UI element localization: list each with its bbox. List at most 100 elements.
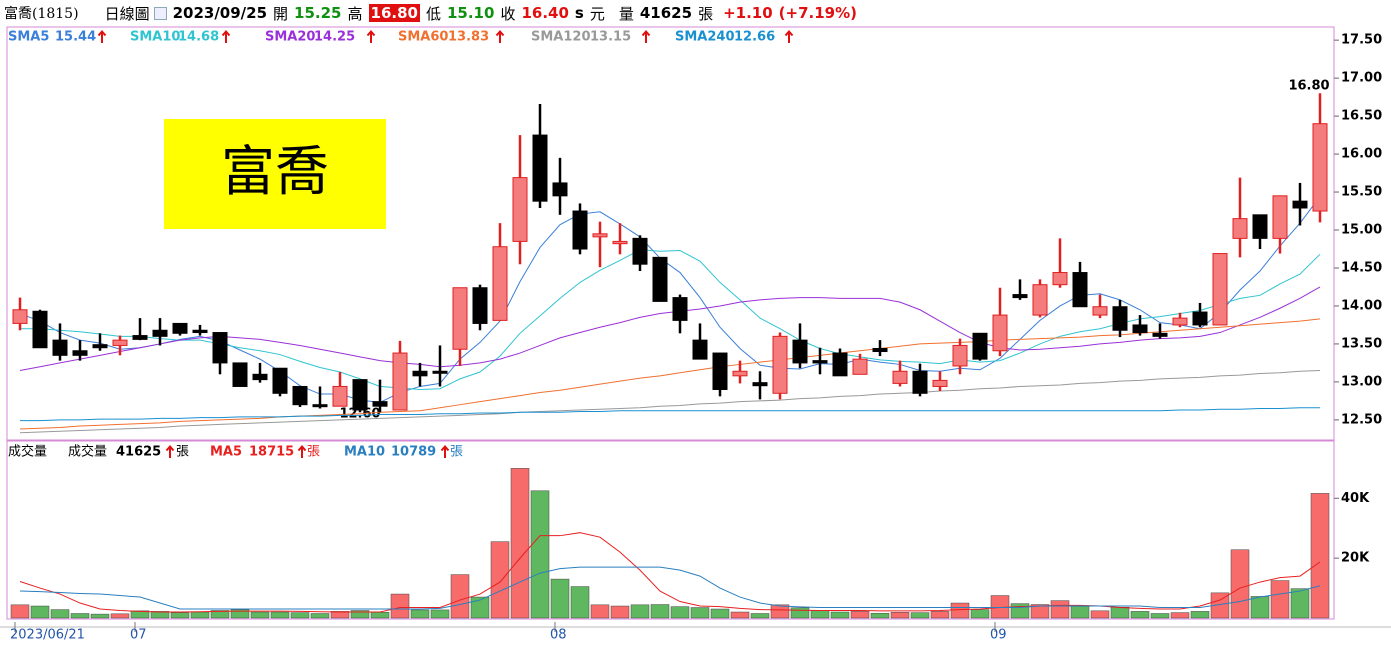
volume-bar xyxy=(510,468,530,619)
stock-name: 富喬(1815) xyxy=(4,6,79,22)
volume-bar xyxy=(370,612,390,619)
volume-last: 41625 xyxy=(116,445,161,460)
volume-unit: 張 xyxy=(307,445,320,460)
volume-bar xyxy=(170,612,190,619)
y-tick-label: 13.50 xyxy=(1341,336,1382,351)
volume-bar xyxy=(650,604,670,619)
volume-bar xyxy=(550,578,570,619)
y-tick-label: 16.00 xyxy=(1341,147,1382,162)
up-arrow xyxy=(165,444,175,458)
y-tick-label: 17.50 xyxy=(1341,33,1382,48)
up-arrow xyxy=(366,29,376,43)
close-label: 收 xyxy=(500,4,516,23)
volume-bar xyxy=(710,608,730,619)
candle-body xyxy=(872,347,888,353)
candle-body xyxy=(852,358,868,375)
y-tick-label: 20K xyxy=(1341,551,1370,566)
volume-bar xyxy=(630,604,650,619)
volume-panel xyxy=(6,440,1335,620)
candle-body xyxy=(1252,214,1268,239)
volume-bar xyxy=(930,611,950,619)
candle-body xyxy=(312,404,328,408)
volume-title: 成交量 xyxy=(8,444,47,460)
y-tick-label: 17.00 xyxy=(1341,71,1382,86)
candle-body xyxy=(332,385,348,407)
volume-bar xyxy=(890,612,910,619)
volume-bar xyxy=(590,604,610,619)
candle-body xyxy=(972,332,988,360)
low-value: 15.10 xyxy=(446,4,495,22)
candle-body xyxy=(52,339,68,356)
candle-body xyxy=(1072,272,1088,308)
candle-body xyxy=(512,177,528,242)
up-arrow xyxy=(440,444,450,458)
checkbox[interactable] xyxy=(153,6,167,20)
volume-bar xyxy=(1290,588,1310,619)
legend-value: 14.25 xyxy=(314,30,355,45)
legend-name: SMA10 xyxy=(130,30,180,45)
close-value: 16.40 xyxy=(521,4,569,22)
name-box xyxy=(164,119,386,229)
candle-body xyxy=(372,401,388,407)
ma-line xyxy=(19,318,1321,430)
candle-body xyxy=(252,373,268,381)
up-arrow xyxy=(221,29,231,43)
volume-bar xyxy=(110,613,130,619)
candle-body xyxy=(752,382,768,387)
x-tick-label: 2023/06/21 xyxy=(10,628,85,643)
candle-body xyxy=(1232,218,1248,239)
volume-bar xyxy=(1010,603,1030,619)
legend-name: SMA5 xyxy=(8,30,49,45)
legend-value: 10789 xyxy=(391,445,436,460)
volume-bar xyxy=(1270,580,1290,619)
s-label: s xyxy=(574,4,584,22)
y-tick-label: 13.00 xyxy=(1341,374,1382,389)
volume-bar xyxy=(770,604,790,619)
y-tick-label: 14.50 xyxy=(1341,260,1382,275)
candle-body xyxy=(1092,306,1108,316)
candle-body xyxy=(112,339,128,346)
candle-body xyxy=(612,240,628,245)
y-tick-label: 16.50 xyxy=(1341,109,1382,124)
y-tick-label: 40K xyxy=(1341,491,1370,506)
change-pct: (+7.19%) xyxy=(778,4,857,22)
volume-bar xyxy=(430,609,450,619)
volume-bar xyxy=(1070,606,1090,619)
volume-bar xyxy=(850,611,870,619)
volume-bar xyxy=(1050,600,1070,619)
volume-bar xyxy=(1150,613,1170,619)
volume-bar xyxy=(350,610,370,619)
currency: 元 xyxy=(589,4,605,23)
volume-bar xyxy=(1110,606,1130,619)
volume-bar xyxy=(950,602,970,619)
volume-bar xyxy=(230,609,250,619)
candle-body xyxy=(732,370,748,377)
volume-bar xyxy=(290,612,310,619)
candle-body xyxy=(932,379,948,387)
volume-bar xyxy=(50,609,70,619)
high-label: 高 xyxy=(347,4,363,23)
ma-line xyxy=(19,566,1321,610)
volume-bar xyxy=(530,490,550,619)
volume-bar xyxy=(490,541,510,619)
ma-line xyxy=(19,286,1321,372)
candle-body xyxy=(652,256,668,302)
volume-unit: 張 xyxy=(698,4,714,23)
candle-body xyxy=(352,379,368,411)
volume-bar xyxy=(1250,596,1270,619)
up-arrow xyxy=(97,29,107,43)
volume-bar xyxy=(870,612,890,619)
volume-unit: 張 xyxy=(176,445,189,460)
candle-body xyxy=(212,332,228,364)
volume-bar xyxy=(750,613,770,619)
candle-body xyxy=(632,237,648,265)
y-tick-label: 15.00 xyxy=(1341,223,1382,238)
legend-value: 15.44 xyxy=(55,30,96,45)
volume-unit: 張 xyxy=(450,445,463,460)
volume-bar xyxy=(250,611,270,619)
volume-bar xyxy=(1170,612,1190,619)
legend-name: SMA120 xyxy=(531,30,591,45)
volume-bar xyxy=(810,610,830,619)
candle-body xyxy=(452,287,468,350)
